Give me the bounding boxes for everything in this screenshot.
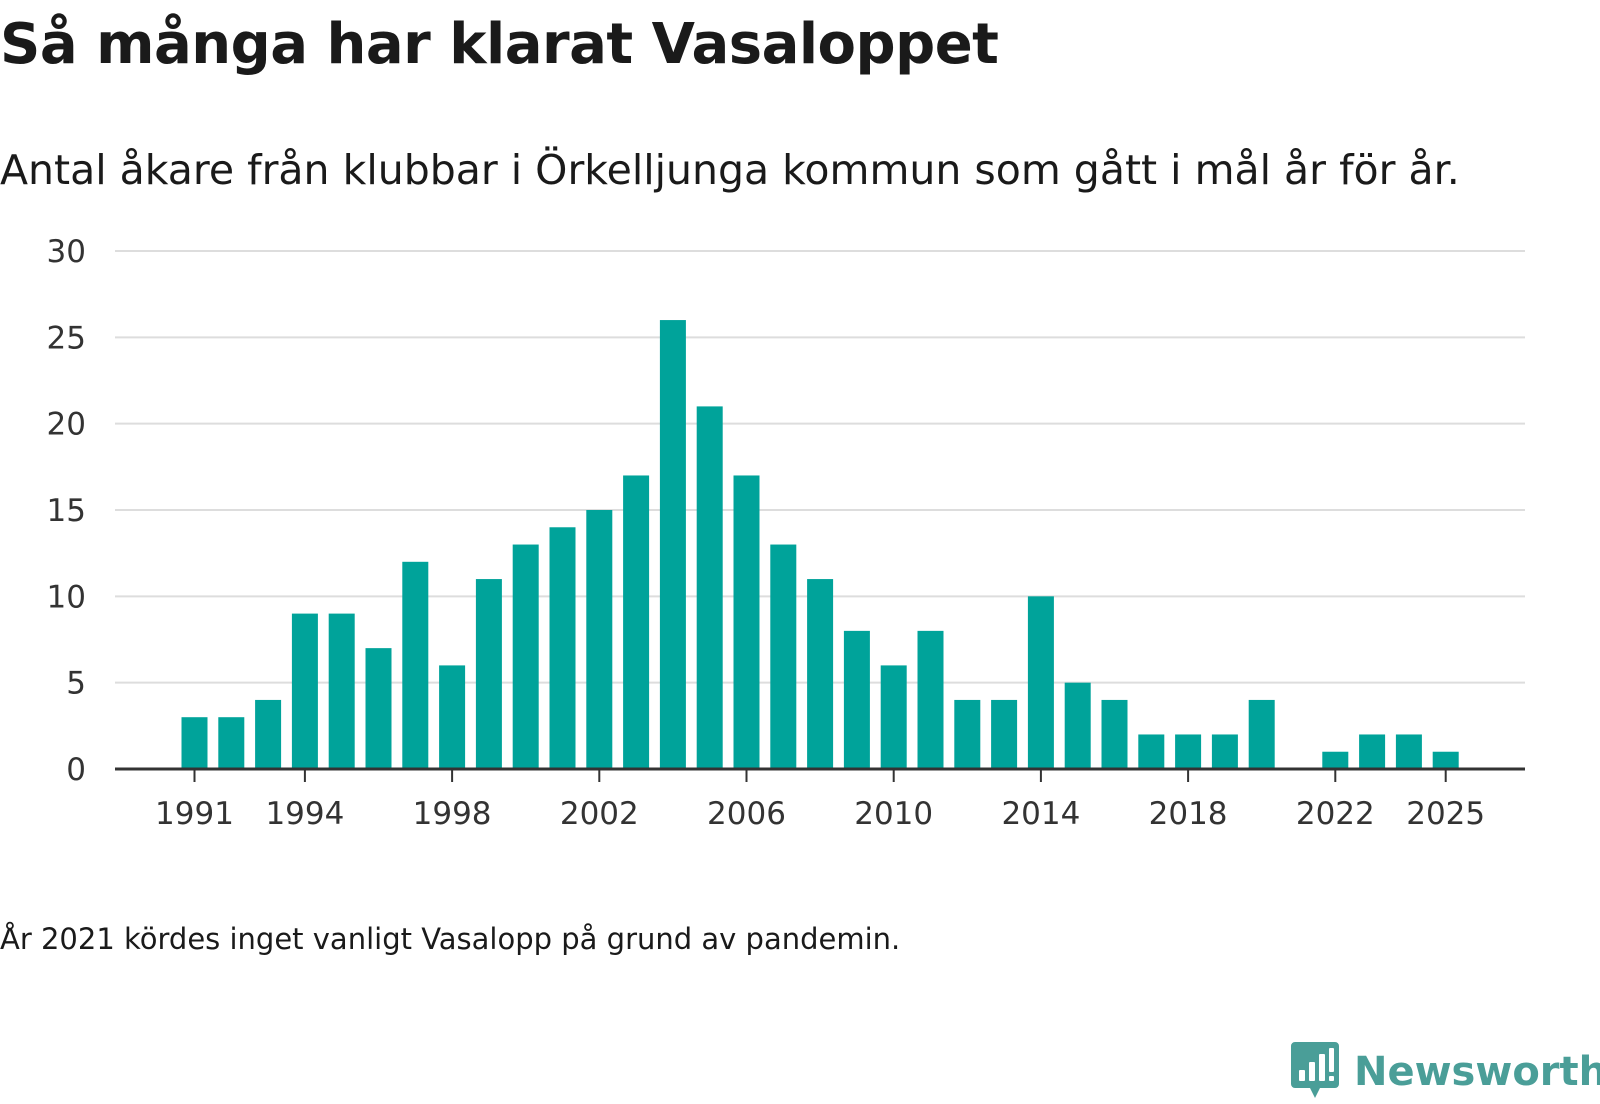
y-tick-label: 5 — [66, 666, 86, 702]
y-tick-label: 10 — [47, 579, 86, 615]
bar-2023 — [1359, 734, 1386, 769]
x-tick-label: 1998 — [413, 796, 492, 832]
brand-name: Newsworthy — [1354, 1049, 1600, 1095]
bar-2009 — [843, 630, 870, 769]
x-tick-label: 1991 — [155, 796, 234, 832]
bar-2025 — [1432, 751, 1459, 769]
y-tick-label: 25 — [47, 320, 86, 356]
bar-1992 — [218, 717, 245, 769]
bar-1998 — [439, 665, 466, 769]
x-tick-label: 2022 — [1296, 796, 1375, 832]
bar-2002 — [586, 510, 613, 769]
x-tick-label: 2025 — [1406, 796, 1485, 832]
bar-2006 — [733, 475, 760, 769]
y-tick-label: 20 — [47, 407, 86, 443]
bar-2011 — [917, 630, 944, 769]
y-tick-label: 30 — [47, 234, 86, 270]
bar-2001 — [549, 527, 576, 769]
bar-2005 — [696, 406, 723, 769]
bar-2000 — [512, 544, 539, 769]
bar-2020 — [1248, 699, 1275, 769]
x-tick-label: 2010 — [854, 796, 933, 832]
bar-2007 — [770, 544, 797, 769]
bar-2015 — [1064, 682, 1091, 769]
x-tick-label: 2018 — [1149, 796, 1228, 832]
bar-2014 — [1027, 596, 1054, 769]
x-tick-label: 2006 — [707, 796, 786, 832]
x-tick-label: 2014 — [1001, 796, 1080, 832]
brand-logo[interactable]: Newsworthy — [1290, 1040, 1600, 1104]
bar-1994 — [291, 613, 318, 769]
bar-1991 — [181, 717, 208, 769]
bar-2003 — [623, 475, 650, 769]
newsworthy-chart-icon — [1290, 1040, 1340, 1104]
y-tick-label: 0 — [66, 752, 86, 788]
bar-1993 — [255, 699, 282, 769]
bar-2017 — [1138, 734, 1165, 769]
x-axis — [115, 767, 1525, 782]
bar-2012 — [954, 699, 981, 769]
bars — [181, 320, 1459, 769]
bar-2010 — [880, 665, 907, 769]
footnote: År 2021 kördes inget vanligt Vasalopp på… — [0, 922, 901, 956]
bar-2024 — [1395, 734, 1422, 769]
bar-1997 — [402, 561, 429, 769]
chart-subtitle: Antal åkare från klubbar i Örkelljunga k… — [0, 146, 1460, 194]
bar-1999 — [475, 579, 502, 769]
bar-2019 — [1211, 734, 1238, 769]
bar-2013 — [991, 699, 1018, 769]
bar-2008 — [807, 579, 834, 769]
chart-title: Så många har klarat Vasaloppet — [0, 12, 999, 77]
x-tick-label: 1994 — [265, 796, 344, 832]
bar-2004 — [659, 320, 686, 769]
bar-1996 — [365, 648, 392, 769]
bar-2016 — [1101, 699, 1128, 769]
bar-2018 — [1175, 734, 1202, 769]
bar-2022 — [1322, 751, 1349, 769]
x-tick-label: 2002 — [560, 796, 639, 832]
y-tick-label: 15 — [47, 493, 86, 529]
bar-1995 — [328, 613, 355, 769]
